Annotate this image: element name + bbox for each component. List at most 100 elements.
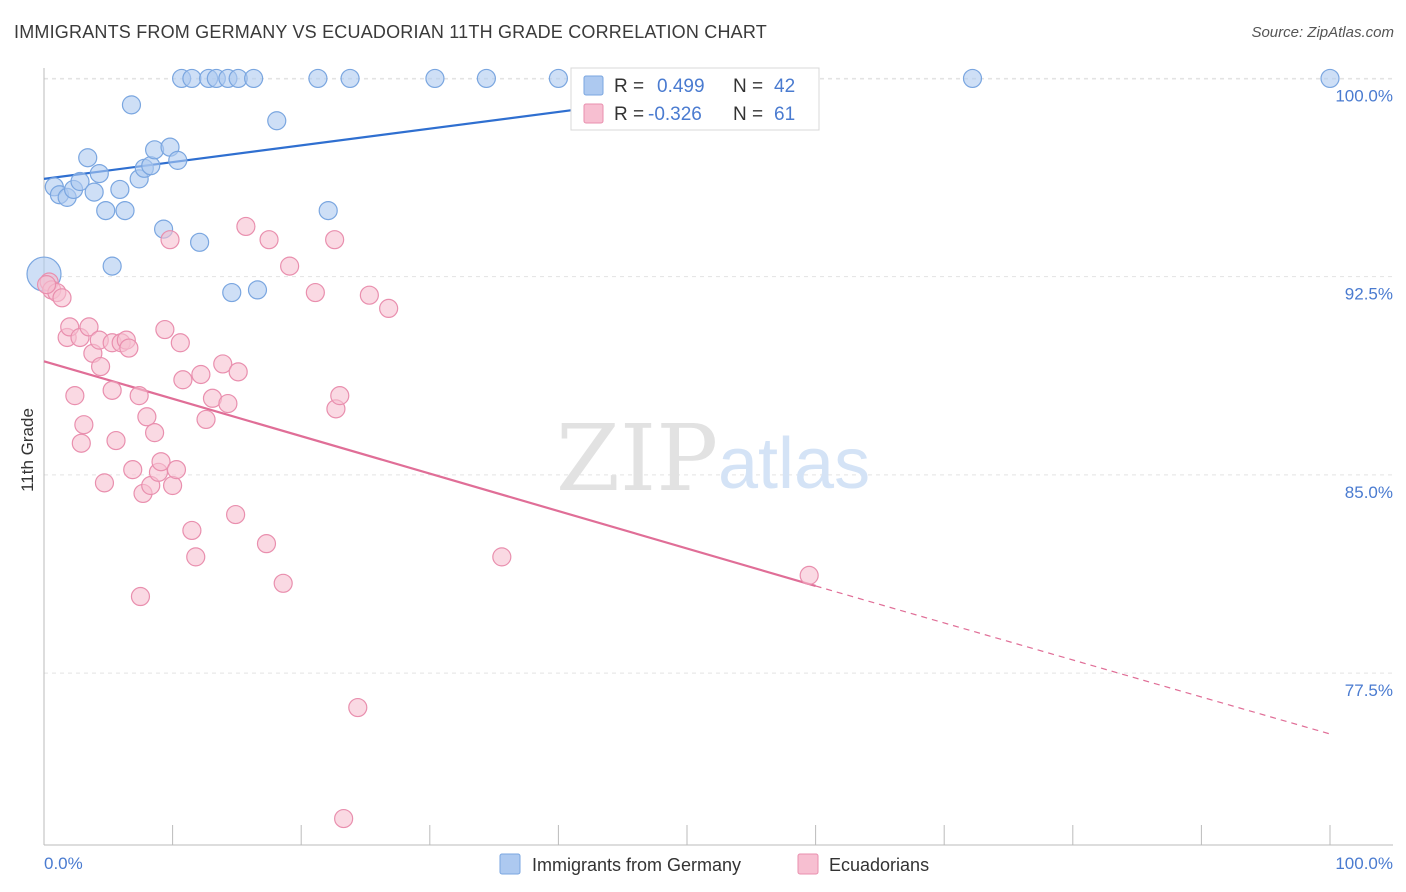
germany-r-value: 0.499 [657,76,705,97]
y-axis-label: 11th Grade [18,408,37,492]
germany-point [89,163,109,184]
ecuador-point [151,452,171,472]
ecuador-trend-extension [815,585,1331,735]
watermark: ZIP atlas [556,405,870,512]
legend-germany-swatch [499,853,521,875]
germany-point [548,68,569,89]
x-tick-label-max: 100.0% [1335,854,1393,873]
ecuador-point [71,433,91,453]
germany-point [96,201,116,221]
ecuador-point [330,386,350,406]
germany-swatch [583,75,604,96]
germany-point [182,68,202,89]
legend-ecuador-label: Ecuadorians [829,855,929,875]
germany-point [308,68,328,89]
y-tick-labels: 77.5% 85.0% 92.5% 100.0% [1335,86,1393,700]
ecuador-point [90,356,111,377]
ecuador-point [273,573,293,593]
ecuador-point [102,380,122,400]
ecuador-point [492,547,512,567]
ecuador-point [173,370,193,390]
ecuador-point [359,285,379,305]
ecuador-point [325,230,345,250]
ecuador-point [52,288,72,308]
germany-n-value: 42 [774,76,795,97]
ecuador-point [94,473,115,493]
chart-title: IMMIGRANTS FROM GERMANY VS ECUADORIAN 11… [14,22,767,42]
ecuador-point [106,430,126,451]
ecuador-point [137,407,157,427]
ecuador-point [259,230,279,250]
germany-point [70,171,90,192]
ecuador-swatch [583,103,604,124]
legend: Immigrants from Germany Ecuadorians [499,853,929,875]
ecuador-point [213,354,233,374]
ecuador-point [196,409,216,430]
legend-item-ecuadorians[interactable]: Ecuadorians [797,853,929,875]
ecuador-point [65,386,85,406]
ecuador-point [79,317,99,337]
ecuador-point [348,697,368,718]
ecuador-point [166,460,187,480]
ecuador-trend-line [43,360,816,588]
germany-point [190,232,210,252]
watermark-zip: ZIP [556,405,718,512]
ecuador-point [334,808,354,829]
source-label: Source: ZipAtlas.com [1251,24,1394,41]
germany-r-label: R = [614,76,644,97]
ecuador-point [155,319,175,340]
legend-ecuador-swatch [797,853,819,875]
germany-point [244,68,264,89]
ecuador-point [163,475,183,496]
ecuador-point [123,460,143,480]
ecuador-point [191,364,211,385]
watermark-atlas: atlas [718,424,870,504]
germany-point [84,182,104,202]
ecuador-point [36,275,57,295]
germany-point [1320,68,1340,89]
germany-point [318,201,338,221]
germany-point [425,68,445,89]
germany-point [962,68,983,89]
y-tick-label: 92.5% [1345,285,1393,304]
y-tick-label: 77.5% [1345,681,1393,700]
y-tick-label: 85.0% [1345,483,1393,502]
ecuador-point [236,216,256,237]
germany-point [110,179,130,200]
ecuador-point [160,230,180,250]
germany-point [102,256,122,276]
ecuador-point [226,504,246,525]
germany-point [267,111,287,131]
germany-point [141,156,161,176]
x-tick-label-min: 0.0% [44,854,83,873]
ecuador-n-label: N = [733,104,763,125]
y-tick-label: 100.0% [1335,86,1393,105]
germany-point [222,282,242,303]
ecuador-point [379,298,399,319]
ecuador-point [129,386,149,406]
germany-point [115,201,135,221]
ecuador-point [130,586,151,607]
germany-point [168,150,188,170]
germany-point [78,148,98,168]
legend-germany-label: Immigrants from Germany [532,855,741,875]
ecuador-point [170,333,190,353]
ecuador-point [186,547,206,567]
ecuador-point [799,565,819,585]
ecuador-point [280,256,300,276]
germany-point [247,280,268,300]
ecuador-point [119,338,139,358]
ecuador-point [144,423,165,443]
ecuador-point [228,362,248,382]
ecuador-point [256,534,277,554]
ecuador-n-value: 61 [774,104,795,125]
germany-n-label: N = [733,76,763,97]
ecuador-r-label: R = [614,104,644,125]
ecuador-point [74,415,94,435]
ecuador-r-value: -0.326 [648,104,702,125]
legend-item-germany[interactable]: Immigrants from Germany [499,853,741,875]
axes [43,68,1393,846]
ecuador-point [182,520,202,541]
ecuador-point [305,282,325,303]
